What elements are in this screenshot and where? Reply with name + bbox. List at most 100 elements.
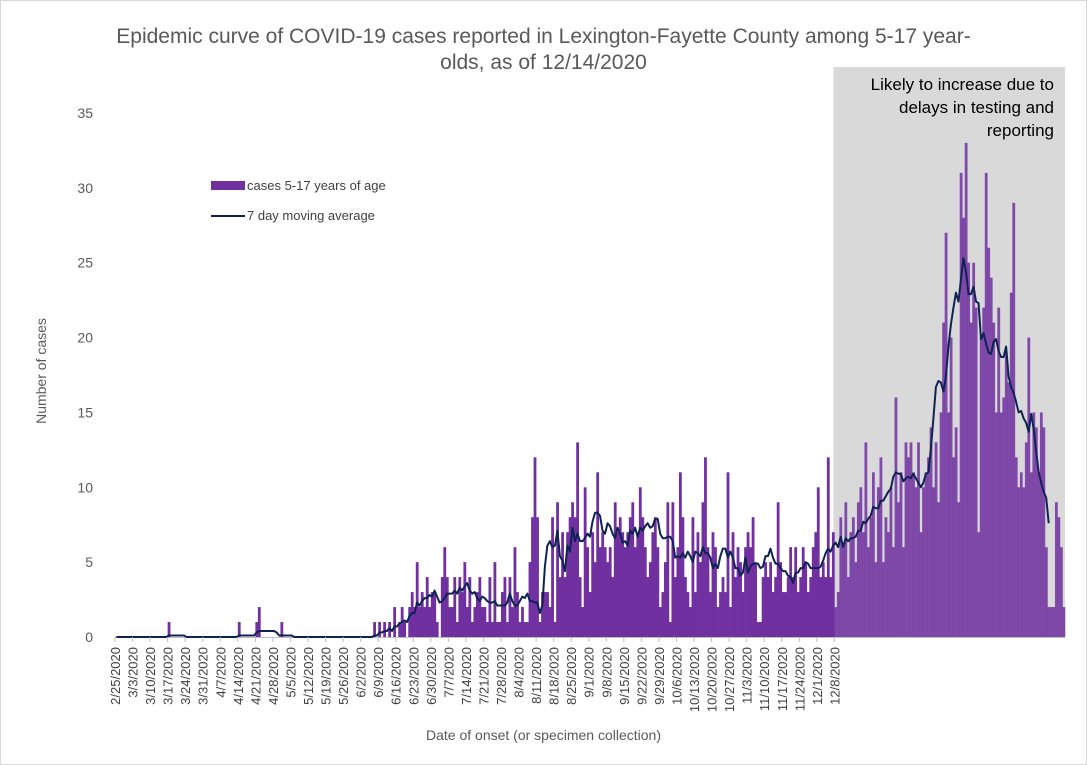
bar <box>796 592 800 637</box>
bar <box>626 532 630 637</box>
x-tick-label: 6/2/2020 <box>354 647 369 698</box>
bar <box>1004 352 1008 637</box>
series-line-moving-average <box>116 257 1050 638</box>
bar <box>846 577 850 637</box>
bar <box>1009 292 1013 637</box>
bar <box>954 427 958 637</box>
bar <box>613 502 617 637</box>
bar <box>839 517 843 637</box>
bar <box>1037 472 1041 637</box>
bar <box>889 487 893 637</box>
bar <box>764 562 768 637</box>
x-tick-label: 4/7/2020 <box>213 647 228 698</box>
bar <box>1057 517 1061 637</box>
bar <box>508 577 512 637</box>
bar <box>934 442 938 637</box>
bar <box>1052 607 1056 637</box>
bar <box>468 577 472 637</box>
bar <box>987 247 991 637</box>
x-tick-label: 3/31/2020 <box>196 647 211 705</box>
chart-title-line-1: Epidemic curve of COVID-19 cases reporte… <box>116 25 971 48</box>
bar <box>821 562 825 637</box>
bar <box>393 607 397 637</box>
bar <box>1014 457 1018 637</box>
bar <box>1024 442 1028 637</box>
bar <box>398 622 402 637</box>
bar <box>553 622 557 637</box>
bar <box>415 562 419 637</box>
bar <box>744 547 747 637</box>
bar <box>799 577 803 637</box>
bar <box>972 262 976 637</box>
bar <box>425 577 429 637</box>
bar <box>686 592 690 637</box>
bar <box>546 592 549 637</box>
bar <box>516 592 519 637</box>
bar <box>841 547 845 637</box>
bar <box>658 607 662 637</box>
bar <box>937 502 940 637</box>
bar <box>636 532 640 637</box>
bar <box>834 607 838 637</box>
bar <box>493 562 497 637</box>
bar <box>440 577 444 637</box>
bar <box>523 622 527 637</box>
bar <box>1022 487 1026 637</box>
bar <box>831 532 835 637</box>
bar <box>942 322 945 637</box>
bar <box>470 622 474 637</box>
x-tick-label: 5/19/2020 <box>319 647 334 705</box>
x-tick-label: 2/25/2020 <box>108 647 123 705</box>
bar <box>591 532 595 637</box>
bar <box>699 562 702 637</box>
bar <box>927 457 930 637</box>
bar <box>506 622 509 637</box>
bar <box>877 487 880 637</box>
bar <box>373 622 376 637</box>
bar <box>475 592 479 637</box>
bar <box>498 622 502 637</box>
bar <box>994 412 998 637</box>
bar <box>418 607 422 637</box>
bar <box>485 622 489 637</box>
bar <box>861 532 865 637</box>
bar <box>638 487 642 637</box>
bar <box>997 307 1001 637</box>
bar <box>806 592 810 637</box>
y-tick-label: 15 <box>77 404 93 420</box>
bar <box>478 577 482 637</box>
bar <box>706 547 710 637</box>
bar <box>513 547 517 637</box>
bar <box>801 547 805 637</box>
bar <box>761 577 765 637</box>
x-tick-label: 7/7/2020 <box>441 647 456 698</box>
bar <box>892 547 895 637</box>
bar <box>458 577 462 637</box>
x-axis-label: Date of onset (or specimen collection) <box>426 727 661 743</box>
bar <box>999 412 1003 637</box>
bar <box>984 172 988 637</box>
bar <box>809 577 813 637</box>
bar <box>443 547 447 637</box>
bar <box>450 607 454 637</box>
x-tick-label: 9/15/2020 <box>617 647 632 705</box>
x-tick-label: 9/1/2020 <box>582 647 597 698</box>
bar <box>430 592 434 637</box>
legend-bar-label: cases 5-17 years of age <box>247 178 386 193</box>
y-tick-label: 30 <box>77 180 93 196</box>
bar <box>578 577 582 637</box>
bar <box>408 607 412 637</box>
bar <box>912 472 915 637</box>
bar <box>869 517 873 637</box>
x-tick-label: 4/14/2020 <box>231 647 246 705</box>
bar <box>631 502 635 637</box>
x-tick-label: 10/20/2020 <box>705 647 720 712</box>
bar <box>982 307 986 637</box>
bar <box>887 532 890 637</box>
bar <box>167 622 171 637</box>
bar <box>673 577 677 637</box>
bar <box>711 532 715 637</box>
bar <box>766 577 770 637</box>
